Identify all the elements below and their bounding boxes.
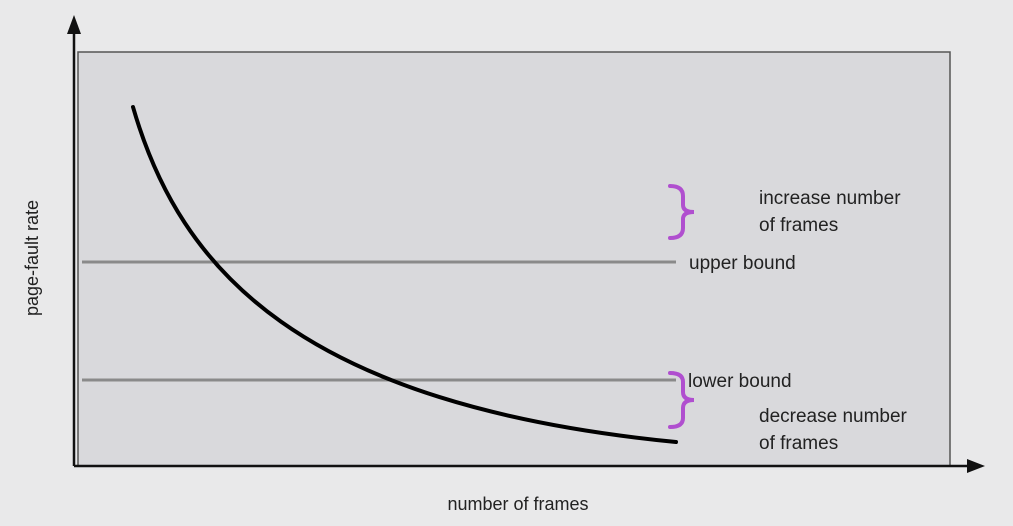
y-axis-arrow-icon [67,15,81,34]
decrease-brace-icon [668,371,695,429]
x-axis-arrow-icon [967,459,985,473]
upper-bound-label: upper bound [689,253,796,274]
decrease-annotation-line1: decrease number [759,406,908,427]
decrease-annotation-line2: of frames [759,433,838,454]
lower-bound-label: lower bound [688,371,792,392]
increase-brace-icon [668,184,695,240]
increase-annotation-line2: of frames [759,215,838,236]
page-fault-curve [131,105,678,444]
plot-area [77,51,951,467]
increase-annotation-line1: increase number [759,188,901,209]
y-axis-label: page-fault rate [22,200,42,316]
x-axis-label: number of frames [447,494,588,514]
